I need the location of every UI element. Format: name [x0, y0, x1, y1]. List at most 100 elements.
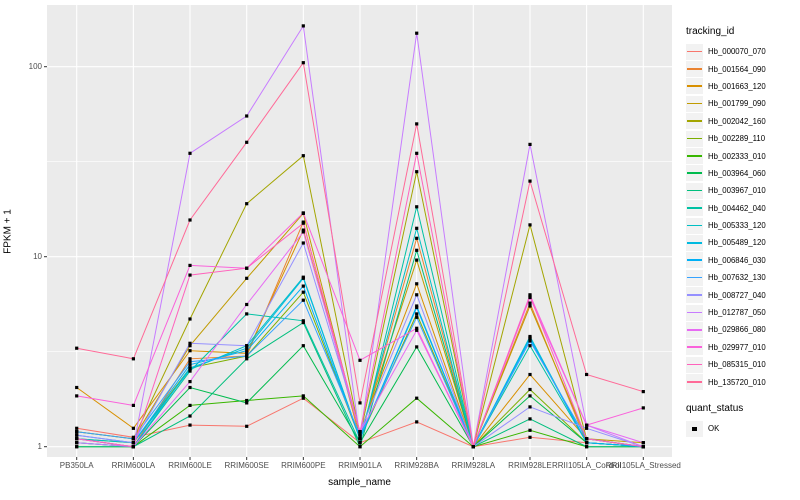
- legend-key-line-icon: [686, 200, 703, 217]
- legend-item: Hb_002333_010: [686, 147, 798, 165]
- data-point: [528, 405, 532, 409]
- x-tick-label: RRIM600LE: [168, 461, 212, 470]
- y-tick-label: 10: [33, 251, 42, 261]
- data-point: [585, 372, 589, 377]
- legend-color-line: [687, 259, 702, 261]
- legend-item-label: OK: [708, 424, 720, 433]
- data-point: [415, 258, 419, 262]
- data-point: [528, 344, 532, 348]
- legend-color-line: [687, 276, 702, 279]
- data-point: [131, 437, 135, 441]
- data-point: [188, 423, 192, 427]
- data-point: [188, 357, 192, 361]
- data-point: [301, 211, 305, 215]
- legend-item: Hb_008727_040: [686, 286, 798, 304]
- data-point: [358, 401, 362, 405]
- legend-color-line: [687, 363, 702, 366]
- data-point: [415, 345, 419, 349]
- data-point: [301, 396, 305, 400]
- legend-color-line: [687, 241, 702, 244]
- legend-title-tracking-id: tracking_id: [686, 26, 735, 37]
- data-point: [245, 266, 249, 270]
- data-point: [528, 339, 532, 343]
- data-point: [245, 346, 249, 350]
- y-tick-label: 100: [28, 61, 42, 71]
- data-point: [131, 357, 135, 361]
- data-point: [301, 394, 305, 398]
- data-point: [415, 305, 419, 310]
- legend-item-label: Hb_002289_110: [708, 134, 766, 144]
- legend-item-label: Hb_012787_050: [708, 308, 766, 318]
- legend-key-line-icon: [686, 130, 703, 147]
- legend-key-line-icon: [686, 78, 703, 95]
- legend-title-quant-status: quant_status: [686, 402, 744, 414]
- data-point: [188, 151, 192, 155]
- legend-item: Hb_004462_040: [686, 200, 798, 217]
- x-tick-label: RRIM600PE: [281, 461, 326, 470]
- legend-item-label: Hb_001564_090: [708, 64, 766, 74]
- legend-item-label: Hb_007632_130: [708, 273, 766, 283]
- data-point: [358, 358, 362, 362]
- data-point: [528, 337, 532, 341]
- data-point: [245, 398, 249, 403]
- legend-item-label: Hb_029977_010: [708, 342, 766, 352]
- data-point: [301, 284, 305, 288]
- legend-item: Hb_029866_080: [686, 321, 798, 338]
- data-point: [75, 441, 79, 445]
- data-point: [245, 276, 249, 280]
- legend-item: Hb_001799_090: [686, 95, 798, 112]
- legend-item-label: Hb_004462_040: [708, 203, 766, 213]
- data-point: [415, 226, 419, 230]
- data-point: [471, 445, 475, 449]
- x-tick-label: RRIM600LA: [111, 461, 156, 470]
- legend-item: Hb_003967_010: [686, 182, 798, 199]
- legend-item-label: Hb_001799_090: [708, 99, 766, 109]
- data-point: [528, 394, 532, 398]
- legend-item-label: Hb_002042_160: [708, 116, 766, 126]
- data-point: [415, 282, 419, 286]
- legend-item-label: Hb_006846_030: [708, 255, 766, 265]
- legend-key-line-icon: [686, 287, 703, 304]
- data-point: [641, 406, 645, 410]
- data-point: [188, 414, 192, 418]
- legend-quant-status: quant_status OK: [686, 403, 798, 437]
- legend-color-line: [687, 85, 702, 88]
- y-tick-label: 1: [37, 441, 42, 451]
- x-tick-label: RRIM600SE: [224, 461, 269, 470]
- data-point: [528, 301, 532, 305]
- legend-item: Hb_002289_110: [686, 130, 798, 147]
- data-point: [188, 349, 192, 353]
- data-point: [131, 445, 135, 449]
- legend: tracking_id Hb_000070_070 Hb_001564_090 Hb…: [686, 26, 798, 437]
- x-tick-label: RRIM928BA: [394, 461, 439, 470]
- data-point: [188, 360, 192, 364]
- data-point: [301, 221, 305, 225]
- data-point: [415, 396, 419, 400]
- data-point: [188, 218, 192, 222]
- data-point: [585, 423, 589, 427]
- data-point: [528, 387, 532, 392]
- data-point: [301, 230, 305, 234]
- data-point: [528, 142, 532, 146]
- legend-color-line: [687, 294, 702, 296]
- data-point: [528, 372, 532, 377]
- legend-key-line-icon: [686, 304, 703, 321]
- data-point: [301, 61, 305, 65]
- data-point: [245, 351, 249, 355]
- data-point: [245, 424, 249, 428]
- legend-item: Hb_005333_120: [686, 217, 798, 234]
- data-point: [188, 363, 192, 367]
- data-point: [528, 417, 532, 421]
- data-point: [245, 357, 249, 361]
- data-point: [131, 426, 135, 430]
- data-point: [415, 151, 419, 155]
- data-point: [585, 426, 589, 430]
- legend-color-line: [687, 120, 702, 122]
- legend-color-line: [687, 381, 702, 383]
- legend-item-label: Hb_003964_060: [708, 168, 766, 178]
- data-point: [528, 304, 532, 308]
- data-point: [415, 420, 419, 424]
- legend-item: Hb_006846_030: [686, 252, 798, 269]
- legend-item-label: Hb_001663_120: [708, 81, 766, 91]
